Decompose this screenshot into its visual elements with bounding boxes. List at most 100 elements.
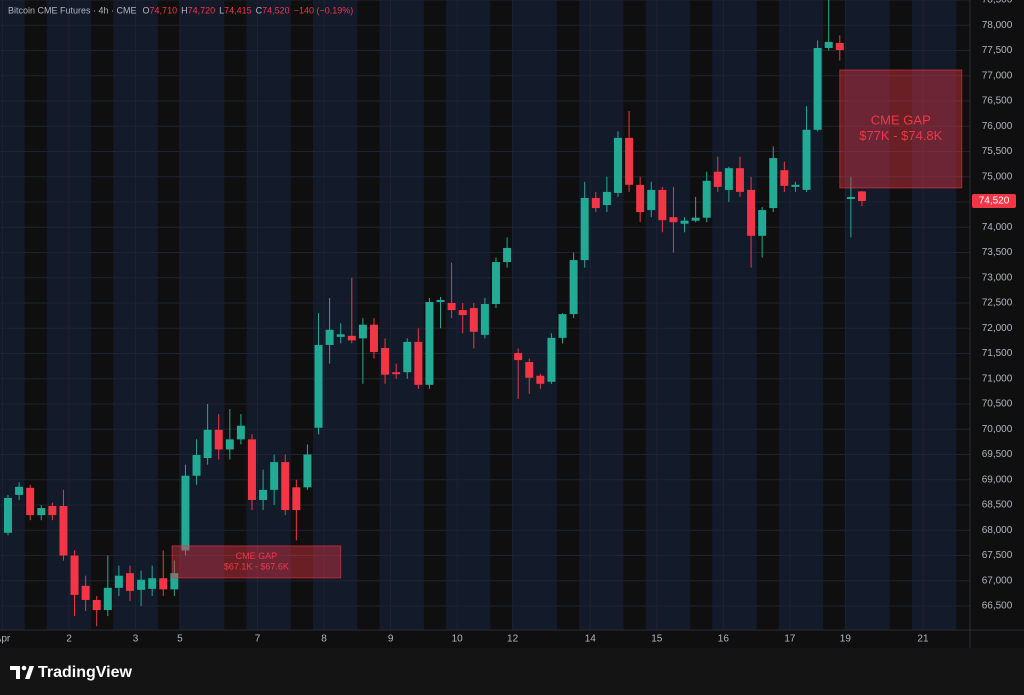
footer — [0, 648, 1024, 695]
closed-band — [224, 0, 247, 630]
y-tick-label: 70,500 — [982, 399, 1013, 410]
candle-body — [414, 341, 423, 385]
y-tick-label: 78,500 — [982, 0, 1013, 6]
candle-body — [125, 573, 134, 591]
candle-body — [48, 506, 57, 516]
closed-band — [889, 0, 912, 630]
candle-body — [292, 487, 301, 511]
closed-band — [157, 0, 180, 630]
closed-band — [290, 0, 313, 630]
candle-body — [636, 184, 645, 213]
candle-body — [625, 137, 634, 185]
candle-body — [813, 47, 822, 130]
candle-body — [26, 487, 35, 516]
candle-body — [469, 308, 478, 332]
x-tick-label: 2 — [66, 634, 72, 645]
candle-body — [236, 425, 245, 440]
y-tick-label: 73,500 — [982, 247, 1013, 258]
x-tick-label: 19 — [840, 634, 852, 645]
candle-body — [325, 329, 334, 345]
y-tick-label: 76,000 — [982, 121, 1013, 132]
y-tick-label: 71,500 — [982, 348, 1013, 359]
closed-band — [756, 0, 779, 630]
candle-body — [92, 599, 101, 611]
y-tick-label: 75,000 — [982, 171, 1013, 182]
candle-body — [403, 341, 412, 373]
candle-body — [846, 196, 855, 199]
candle-body — [791, 184, 800, 187]
closed-band — [24, 0, 47, 630]
candle-body — [536, 375, 545, 384]
candle-body — [148, 578, 157, 589]
candle-body — [691, 217, 700, 221]
candle-body — [436, 299, 445, 302]
x-tick-label: 8 — [321, 634, 327, 645]
logo-mark — [25, 666, 34, 679]
y-tick-label: 75,500 — [982, 146, 1013, 157]
candle-body — [647, 189, 656, 211]
candle-body — [569, 260, 578, 315]
symbol-title: Bitcoin CME Futures · 4h · CME — [8, 5, 137, 15]
brand-logo: TradingView — [10, 664, 133, 681]
x-tick-label: 7 — [255, 634, 261, 645]
logo-dot — [21, 665, 27, 671]
axes: 66,500 67,000 67,500 68,000 68,500 69,000 69,5… — [0, 0, 1016, 645]
last-price-label: 74,520 — [979, 196, 1010, 207]
candle-body — [336, 334, 345, 337]
y-tick-label: 72,500 — [982, 298, 1013, 309]
candle-body — [3, 497, 12, 533]
candle-body — [835, 42, 844, 50]
y-tick-label: 66,500 — [982, 601, 1013, 612]
y-tick-label: 69,500 — [982, 449, 1013, 460]
y-tick-label: 70,000 — [982, 424, 1013, 435]
candle-body — [702, 180, 711, 218]
ohlc-key: O — [143, 5, 150, 15]
gap-zone — [171, 545, 342, 579]
candle-body — [181, 475, 190, 551]
ohlc-key: H — [181, 5, 188, 15]
logo-mark — [10, 666, 20, 679]
y-tick-label: 74,000 — [982, 222, 1013, 233]
candle-body — [425, 301, 434, 385]
x-tick-label: 15 — [651, 634, 663, 645]
closed-band — [490, 0, 513, 630]
candle-body — [780, 170, 789, 186]
candle-body — [392, 372, 401, 375]
candle-body — [114, 575, 123, 588]
gap-range: $77K - $74.8K — [859, 128, 942, 143]
closed-band — [690, 0, 713, 630]
candle-body — [447, 303, 456, 311]
candle-body — [602, 191, 611, 206]
ohlc-key: C — [256, 5, 263, 15]
closed-band — [423, 0, 447, 630]
gap-title: CME GAP — [236, 551, 278, 561]
candle-body — [724, 168, 733, 190]
candle-body — [15, 486, 24, 495]
candle-body — [514, 353, 523, 361]
x-tick-label: 10 — [452, 634, 464, 645]
candle-body — [159, 578, 168, 590]
closed-band — [91, 0, 114, 630]
price-change: −140 (−0.19%) — [294, 5, 354, 15]
candle-body — [525, 362, 534, 378]
ohlc-value: 74,710 — [150, 5, 178, 15]
closed-band — [1022, 0, 1024, 630]
ohlc-value: 74,520 — [262, 5, 290, 15]
candle-body — [491, 262, 500, 305]
legend-header: Bitcoin CME Futures · 4h · CME O 74,710 H 7… — [8, 5, 353, 15]
y-tick-label: 78,000 — [982, 20, 1013, 31]
candle-body — [381, 347, 390, 375]
ohlc-key: L — [219, 5, 224, 15]
candle-body — [547, 337, 556, 382]
candle-body — [369, 324, 378, 352]
candle-body — [259, 489, 268, 500]
candle-body — [192, 455, 201, 476]
candle-body — [613, 137, 622, 193]
candle-body — [591, 197, 600, 209]
candle-body — [314, 344, 323, 428]
candles — [3, 0, 866, 627]
candle-body — [81, 585, 90, 600]
